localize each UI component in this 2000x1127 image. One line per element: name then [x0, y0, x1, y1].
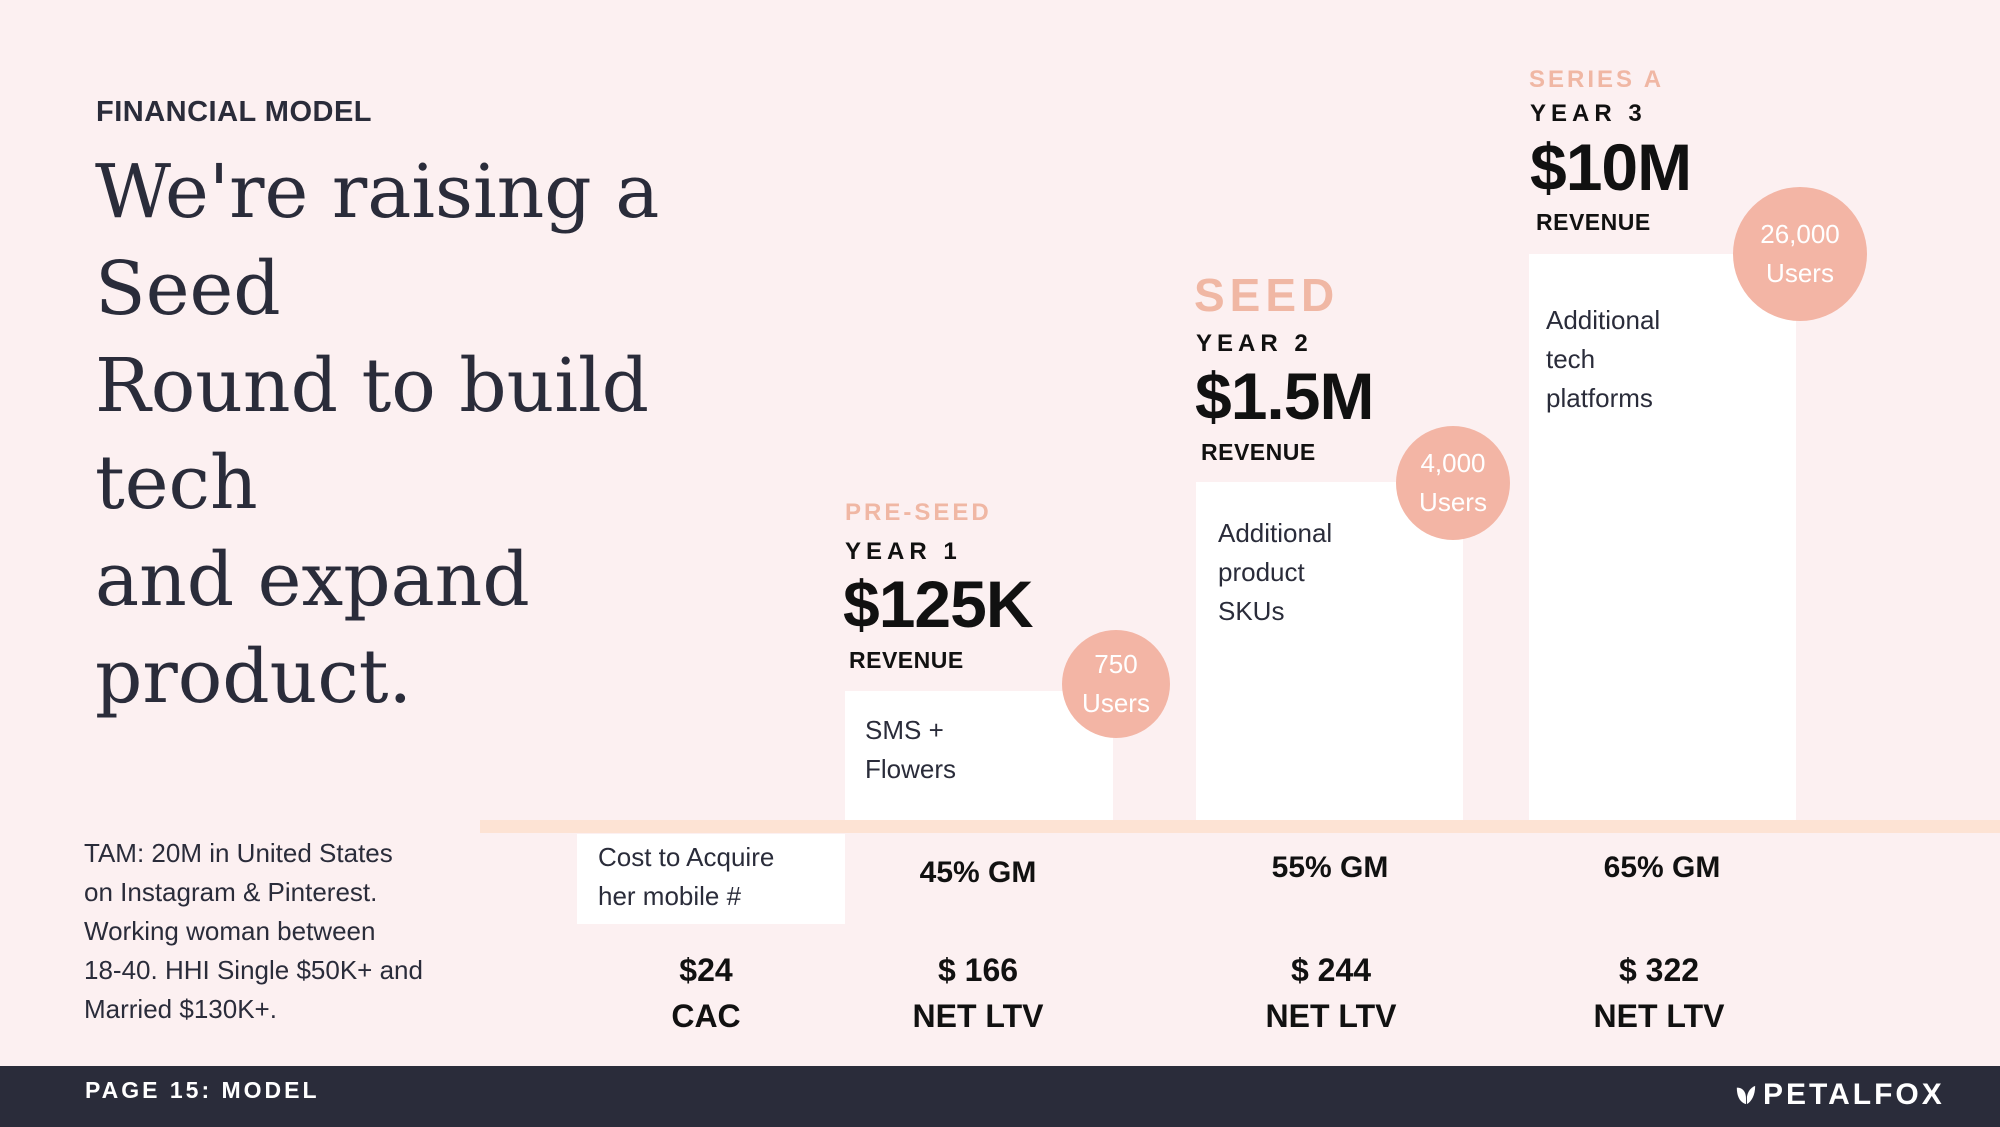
- revenue-amount-year-1: $125K: [843, 567, 1033, 641]
- tam-line: Married $130K+.: [84, 994, 277, 1024]
- year-label-1: YEAR 1: [845, 538, 962, 565]
- revenue-amount-year-2: $1.5M: [1195, 359, 1374, 433]
- bar-text-line: Additional: [1546, 305, 1661, 335]
- bar-text-line: platforms: [1546, 383, 1653, 413]
- stage-bar-year-1: [845, 691, 1113, 820]
- stage-label-series-a: SERIES A: [1529, 66, 1665, 93]
- stage-bar-year-3: [1529, 254, 1796, 820]
- page-headline: We're raising a Seed Round to build tech…: [95, 144, 815, 726]
- section-label: FINANCIAL MODEL: [96, 96, 373, 128]
- cac-box: [577, 834, 845, 924]
- cac-value: $24: [679, 952, 733, 988]
- bar-text-line: SMS +: [865, 715, 944, 745]
- tam-line: on Instagram & Pinterest.: [84, 877, 378, 907]
- brand-name: PETALFOX: [1763, 1078, 1945, 1111]
- bar-text-line: product: [1218, 557, 1305, 587]
- cac-label: CAC: [671, 998, 741, 1034]
- ltv-value: $ 166: [937, 952, 1019, 988]
- bar-text-line: SKUs: [1218, 596, 1285, 626]
- timeline-baseline: [480, 820, 2000, 833]
- year-label-3: YEAR 3: [1530, 100, 1647, 127]
- ltv-value: $ 244: [1290, 952, 1372, 988]
- users-count: 4,000: [1420, 448, 1486, 478]
- brand-logo: PETALFOX: [1735, 1078, 1945, 1112]
- users-count: 750: [1094, 649, 1138, 679]
- users-label: Users: [1766, 258, 1834, 288]
- ltv-year-3: $ 322 NET LTV: [1539, 947, 1779, 1039]
- stage-bar-year-2: [1196, 482, 1463, 820]
- users-bubble-year-3: 26,000 Users: [1733, 187, 1867, 321]
- footer-bar: [0, 1066, 2000, 1127]
- ltv-year-1: $ 166 NET LTV: [858, 947, 1098, 1039]
- cac-box-text: Cost to Acquire her mobile #: [598, 838, 838, 916]
- cac-metric: $24 CAC: [586, 947, 826, 1039]
- footer-page-label: PAGE 15: MODEL: [85, 1077, 320, 1103]
- year-label-2: YEAR 2: [1196, 330, 1313, 357]
- tam-line: TAM: 20M in United States: [84, 838, 393, 868]
- stage-bar-text-year-3: Additional tech platforms: [1546, 301, 1746, 418]
- headline-line: We're raising a Seed: [95, 149, 660, 332]
- stage-label-seed: SEED: [1194, 269, 1340, 321]
- ltv-value: $ 322: [1618, 952, 1700, 988]
- users-label: Users: [1082, 688, 1150, 718]
- tam-line: 18-40. HHI Single $50K+ and: [84, 955, 423, 985]
- ltv-year-2: $ 244 NET LTV: [1211, 947, 1451, 1039]
- tam-description: TAM: 20M in United States on Instagram &…: [84, 834, 464, 1029]
- stage-label-preseed: PRE-SEED: [845, 499, 992, 526]
- revenue-label-year-2: REVENUE: [1201, 439, 1316, 465]
- revenue-amount-year-3: $10M: [1530, 130, 1692, 204]
- leaf-icon: [1736, 1085, 1756, 1105]
- headline-line: and expand product.: [95, 537, 530, 720]
- headline-line: Round to build tech: [95, 343, 650, 526]
- gm-year-3: 65% GM: [1603, 851, 1721, 884]
- cac-box-line: her mobile #: [598, 881, 742, 911]
- revenue-label-year-3: REVENUE: [1536, 209, 1651, 235]
- users-count: 26,000: [1760, 219, 1840, 249]
- cac-box-line: Cost to Acquire: [598, 842, 775, 872]
- stage-bar-text-year-2: Additional product SKUs: [1218, 514, 1418, 631]
- bar-text-line: Additional: [1218, 518, 1333, 548]
- bar-text-line: tech: [1546, 344, 1596, 374]
- gm-year-2: 55% GM: [1271, 851, 1389, 884]
- tam-line: Working woman between: [84, 916, 376, 946]
- ltv-label: NET LTV: [1265, 998, 1397, 1034]
- ltv-label: NET LTV: [1593, 998, 1725, 1034]
- users-bubble-year-1: 750 Users: [1062, 630, 1170, 738]
- ltv-label: NET LTV: [912, 998, 1044, 1034]
- users-bubble-year-2: 4,000 Users: [1396, 426, 1510, 540]
- stage-bar-text-year-1: SMS + Flowers: [865, 711, 1065, 789]
- bar-text-line: Flowers: [865, 754, 957, 784]
- users-label: Users: [1419, 487, 1487, 517]
- revenue-label-year-1: REVENUE: [849, 647, 964, 673]
- gm-year-1: 45% GM: [919, 856, 1037, 889]
